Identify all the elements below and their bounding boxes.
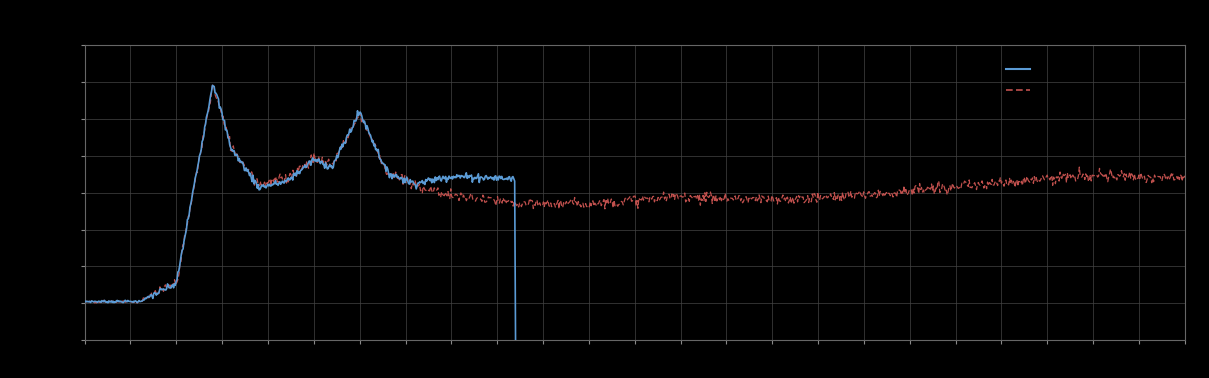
- Legend: , : ,: [1002, 60, 1042, 99]
